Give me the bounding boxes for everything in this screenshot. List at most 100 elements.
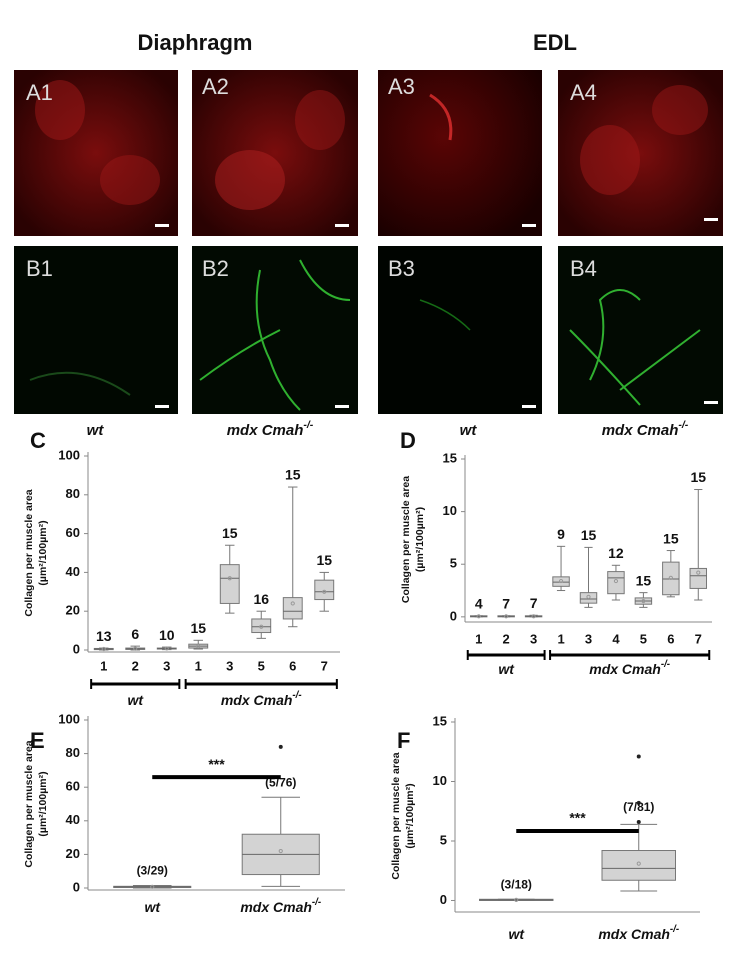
y-axis-label: Collagen per muscle area (µm²/100µm²) (23, 740, 49, 867)
genotype-label: mdx Cmah-/- (227, 419, 314, 439)
box (219, 564, 240, 604)
y-tick-label: 10 (433, 773, 447, 788)
outlier (636, 754, 641, 759)
image-label: B3 (388, 256, 415, 281)
image-label: B2 (202, 256, 229, 281)
x-tick-label: 7 (321, 658, 328, 673)
genotype-label-text: mdx Cmah (227, 422, 304, 439)
y-tick-label: 100 (58, 447, 80, 462)
panel-label: E (30, 728, 45, 753)
group-label-sup: -/- (661, 659, 670, 670)
group-label: mdx Cmah-/- (221, 690, 302, 708)
mean (196, 644, 201, 649)
outlier (636, 819, 641, 824)
box (689, 567, 708, 589)
x-tick-label: 6 (667, 631, 674, 646)
micrograph-row-b (14, 246, 723, 414)
y-tick-label: 15 (433, 713, 447, 728)
mean (290, 601, 295, 606)
x-tick-label: 3 (585, 631, 592, 646)
y-axis-label-line: (µm²/100µm²) (404, 783, 416, 848)
x-tick-label-text: wt (144, 899, 161, 915)
mean (641, 598, 646, 604)
mean (668, 575, 673, 581)
box (662, 561, 680, 596)
x-tick-label: 1 (557, 631, 564, 646)
y-tick-label: 80 (66, 486, 80, 501)
x-tick-label: 3 (530, 631, 537, 646)
y-axis-label-line: Collagen per muscle area (23, 489, 35, 616)
n-label: 7 (502, 595, 510, 611)
x-tick-label: 5 (640, 631, 647, 646)
x-tick-label: 6 (289, 658, 296, 673)
x-tick-label: 1 (195, 658, 202, 673)
image-label: A3 (388, 74, 415, 99)
group-label: wt (498, 661, 515, 677)
significance-label: *** (208, 756, 225, 772)
group-label-text: wt (127, 692, 144, 708)
outlier (278, 744, 283, 749)
image-label: B1 (26, 256, 53, 281)
x-tick-label-text: wt (508, 926, 525, 942)
mean (636, 861, 641, 866)
genotype-label-sup: -/- (303, 419, 313, 431)
mean (613, 578, 619, 584)
genotype-label-text: wt (460, 422, 478, 439)
y-tick-label: 20 (66, 846, 80, 861)
n-label: 9 (557, 526, 565, 542)
n-label: 16 (253, 591, 269, 607)
micrograph-row-a (14, 70, 723, 236)
x-tick-label-sup: -/- (312, 897, 321, 908)
group-label-text: mdx Cmah (221, 692, 293, 708)
y-axis-label-line: Collagen per muscle area (23, 740, 35, 867)
mean (133, 646, 138, 651)
y-axis-label-line: Collagen per muscle area (390, 752, 402, 879)
genotype-label-sup: -/- (678, 419, 688, 431)
n-label: 15 (690, 469, 706, 485)
y-tick-label: 40 (66, 564, 80, 579)
mean (101, 646, 106, 652)
x-tick-label-text: mdx Cmah (240, 899, 312, 915)
y-tick-label: 10 (443, 503, 457, 518)
n-label: 4 (475, 595, 483, 611)
x-tick-label: mdx Cmah-/- (598, 924, 679, 942)
panel-label: F (397, 728, 410, 753)
mean (504, 614, 509, 619)
y-axis-label: Collagen per muscle area (µm²/100µm²) (390, 752, 416, 879)
y-tick-label: 5 (440, 832, 447, 847)
y-tick-label: 100 (58, 711, 80, 726)
scale-bars (155, 218, 718, 408)
genotype-label: mdx Cmah-/- (602, 419, 689, 439)
mean (227, 576, 232, 581)
n-label: 7 (530, 595, 538, 611)
y-tick-label: 40 (66, 812, 80, 827)
group-label-sup: -/- (292, 690, 301, 701)
group-label-text: mdx Cmah (589, 661, 661, 677)
mean (476, 614, 481, 619)
x-tick-label: wt (508, 926, 525, 942)
x-tick-label: 3 (163, 658, 170, 673)
y-tick-label: 80 (66, 745, 80, 760)
n-label: 15 (285, 467, 301, 483)
n-label: (3/18) (501, 877, 532, 891)
n-label: 15 (316, 552, 332, 568)
n-label: (7/81) (623, 800, 654, 814)
box (282, 597, 303, 620)
y-tick-label: 15 (443, 450, 457, 465)
panel-label: D (400, 428, 416, 453)
box (251, 618, 272, 634)
n-label: 10 (159, 627, 175, 643)
outlier (636, 800, 641, 805)
y-tick-label: 0 (73, 641, 80, 656)
genotype-label-text: mdx Cmah (602, 422, 679, 439)
image-label: A2 (202, 74, 229, 99)
n-label: 15 (581, 527, 597, 543)
n-label: 13 (96, 628, 112, 644)
y-tick-label: 20 (66, 603, 80, 618)
y-axis-label: Collagen per muscle area (µm²/100µm²) (23, 489, 49, 616)
y-tick-label: 0 (450, 608, 457, 623)
y-tick-label: 5 (450, 556, 457, 571)
mean (164, 646, 169, 651)
genotype-label-text: wt (87, 422, 105, 439)
y-tick-label: 60 (66, 779, 80, 794)
